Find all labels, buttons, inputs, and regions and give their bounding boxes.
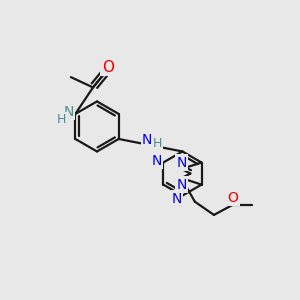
Text: N: N — [142, 133, 152, 147]
Text: H: H — [152, 137, 162, 150]
Text: O: O — [102, 60, 114, 75]
Text: H: H — [56, 113, 66, 126]
Text: N: N — [152, 154, 162, 168]
Text: N: N — [172, 192, 182, 206]
Text: N: N — [64, 105, 74, 118]
Text: N: N — [176, 155, 187, 170]
Text: N: N — [176, 178, 187, 192]
Text: O: O — [228, 191, 238, 205]
